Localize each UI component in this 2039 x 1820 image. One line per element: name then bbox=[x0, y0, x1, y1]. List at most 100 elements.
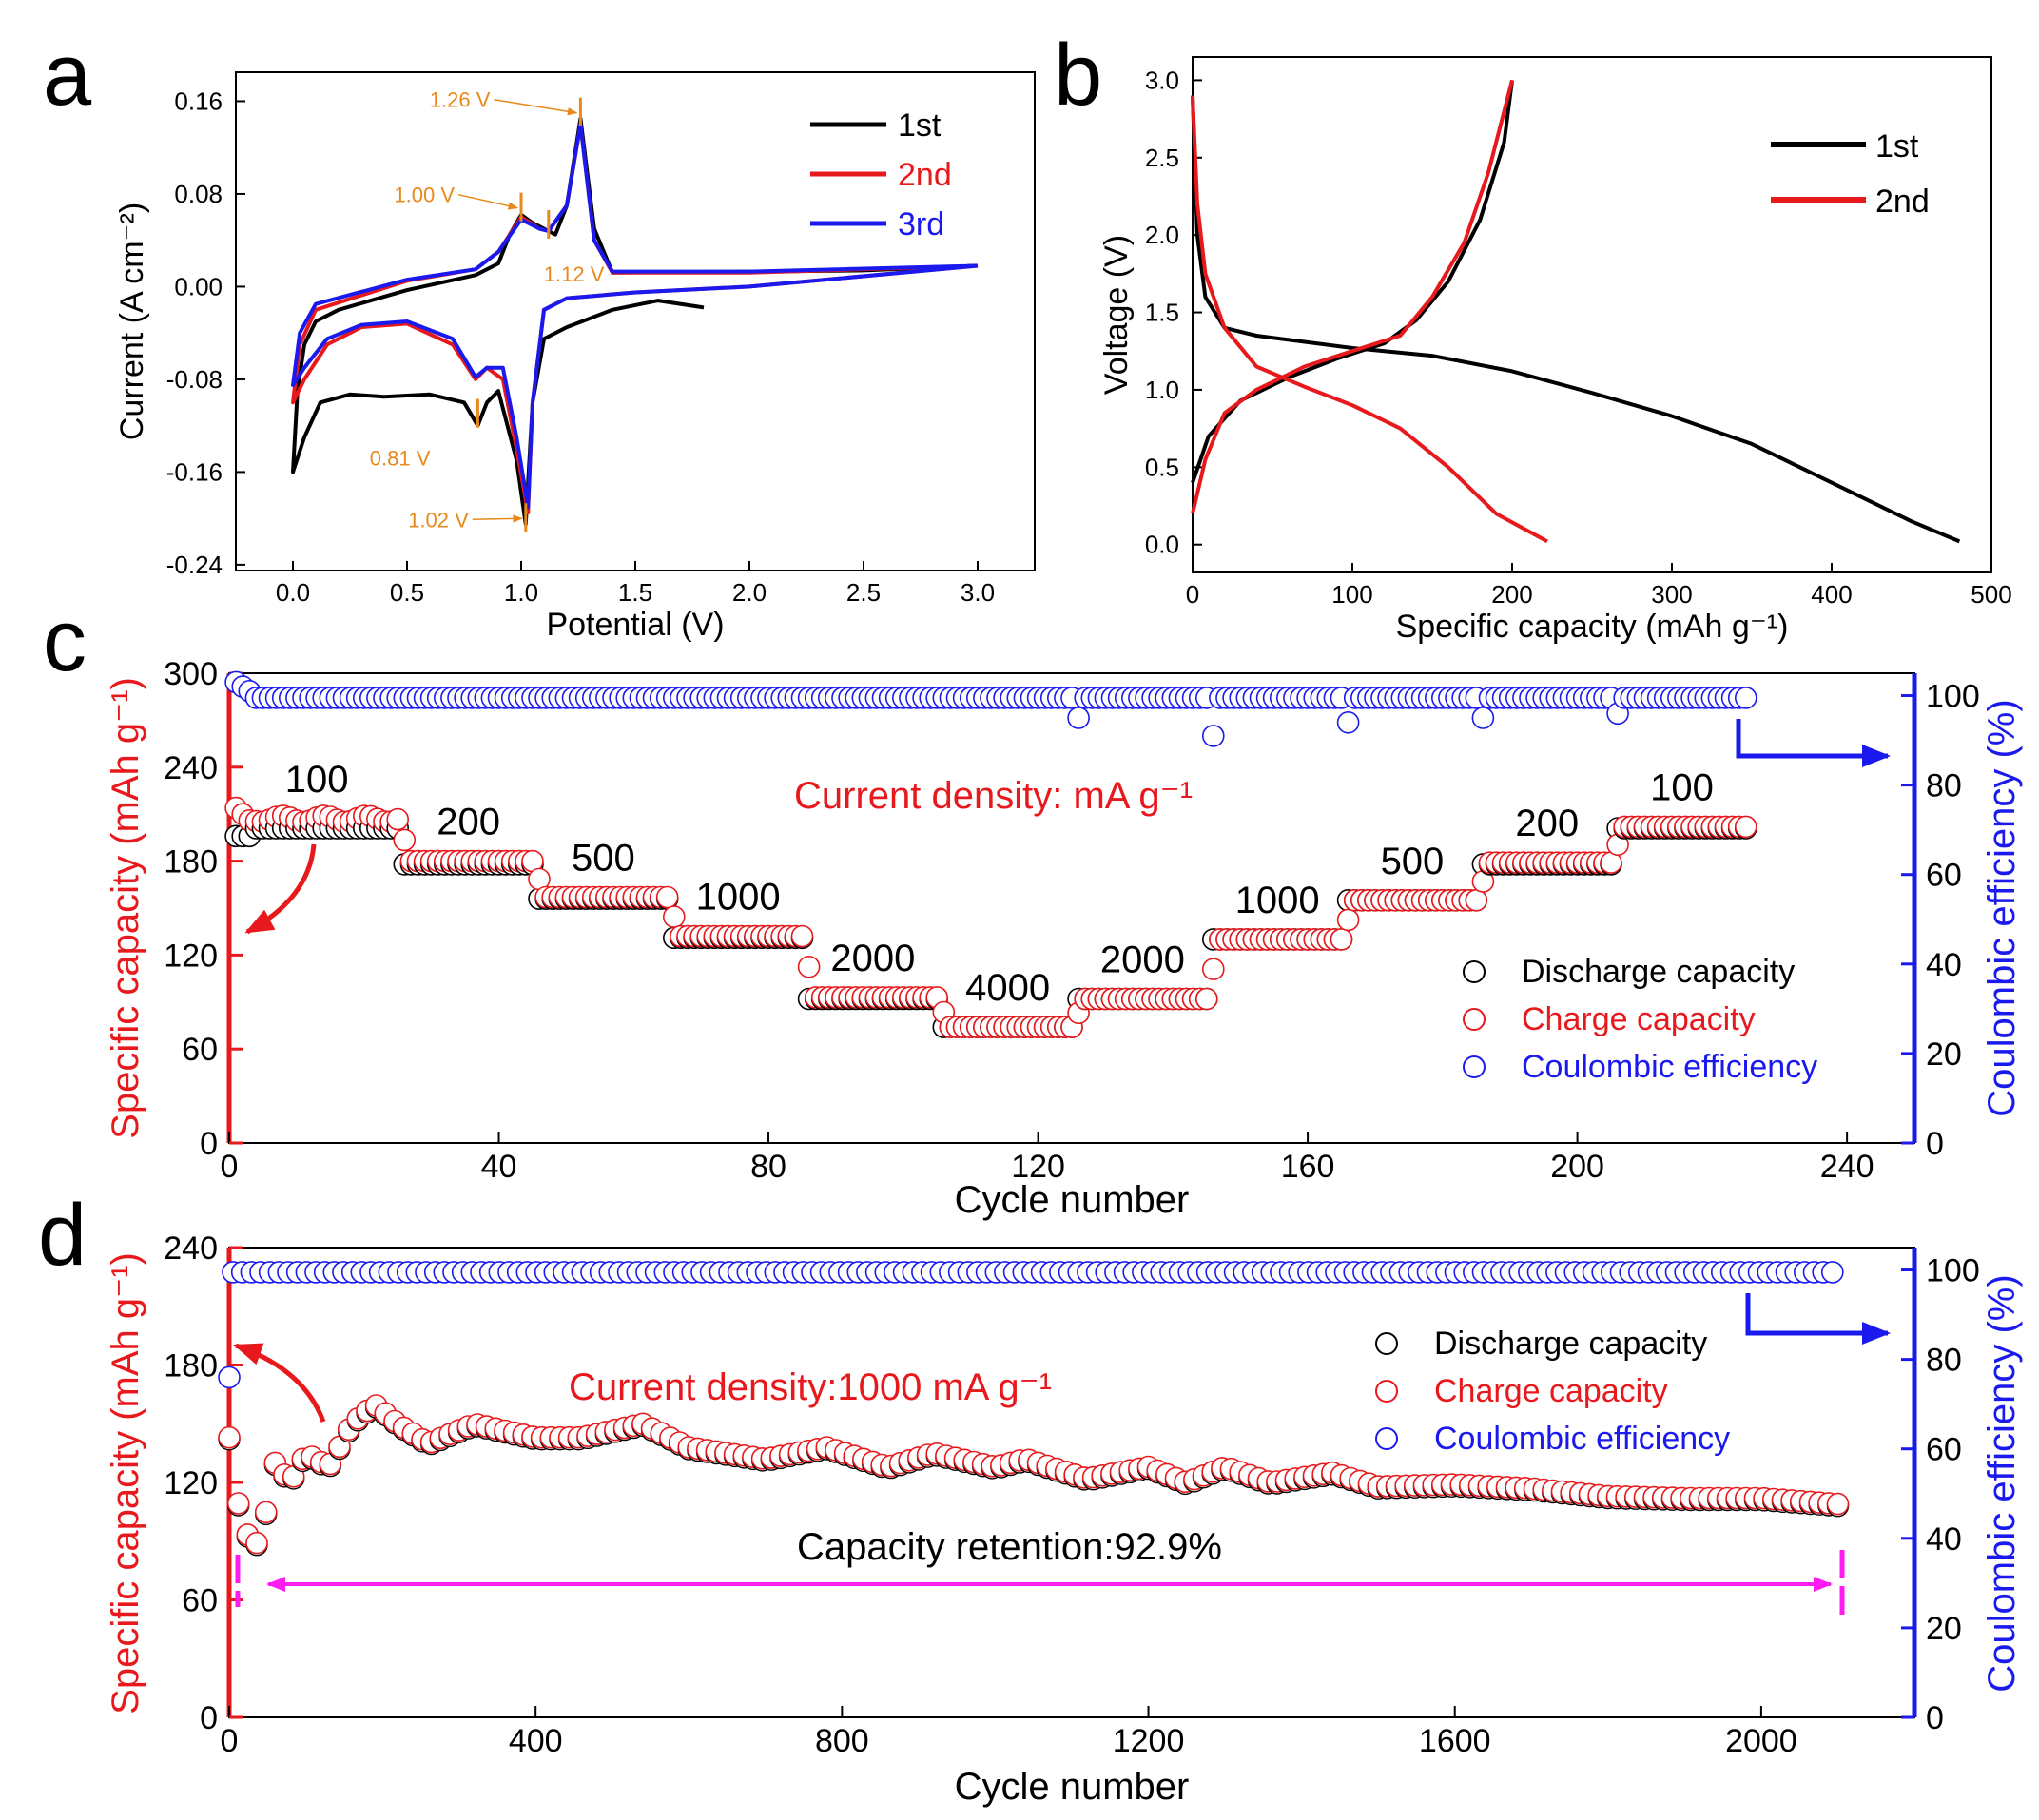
panel-c-title: Current density: mA g⁻¹ bbox=[794, 775, 1193, 817]
panel-a-peak-arrow bbox=[457, 193, 519, 210]
panel-b-x-tick-label: 300 bbox=[1651, 580, 1692, 609]
panel-d-x-tick-label: 1600 bbox=[1419, 1723, 1491, 1759]
panel-b-charge-discharge-chart: 0 100 200 300 400 500 0.0 0.5 1.0 1.5 2.0 2.5 3.0 1… bbox=[1098, 56, 2012, 645]
panel-d-arrow-left bbox=[233, 1343, 326, 1423]
panel-c-y-ticks: 0 60 120 180 240 300 bbox=[164, 656, 243, 1162]
panel-a-x-tick-label: 1.5 bbox=[618, 578, 652, 607]
panel-c-x-axis-label: Cycle number bbox=[955, 1179, 1190, 1221]
panel-b-plot-frame bbox=[1192, 56, 1992, 573]
panel-d-points bbox=[218, 1261, 1850, 1557]
panel-a-y-tick-label: -0.16 bbox=[166, 457, 223, 486]
panel-a-y-axis-label: Current (A cm⁻²) bbox=[114, 203, 150, 440]
panel-b-x-axis-label: Specific capacity (mAh g⁻¹) bbox=[1396, 609, 1789, 645]
panel-c-y2-tick-label: 0 bbox=[1926, 1126, 1944, 1162]
panel-c-legend-label: Discharge capacity bbox=[1522, 954, 1795, 990]
panel-d-legend-label: Charge capacity bbox=[1434, 1373, 1668, 1409]
panel-c-y-tick-label: 120 bbox=[164, 938, 218, 974]
panel-a-y-tick-label: -0.24 bbox=[166, 551, 223, 579]
panel-d-y2-tick-label: 0 bbox=[1926, 1700, 1944, 1736]
panel-d-y-tick-label: 120 bbox=[164, 1465, 218, 1501]
panel-b-y-tick-label: 0.0 bbox=[1145, 531, 1179, 559]
panel-b-discharge-line-1st bbox=[1191, 95, 1961, 544]
panel-letter-c: c bbox=[43, 592, 87, 689]
panel-c-rate-label: 1000 bbox=[696, 877, 781, 919]
panel-d-legend-marker bbox=[1375, 1380, 1398, 1403]
panel-d-y2-tick-label: 20 bbox=[1926, 1611, 1962, 1647]
panel-b-legend: 1st 2nd bbox=[1771, 128, 1930, 220]
panel-c-rate-labels: 100 200 500 1000 2000 4000 2000 1000 500 200 100 bbox=[285, 759, 1714, 1009]
panel-c-y2-ticks: 0 20 40 60 80 100 bbox=[1901, 679, 1980, 1162]
panel-c-y-tick-label: 0 bbox=[200, 1126, 218, 1162]
panel-d-y2-tick-label: 80 bbox=[1926, 1343, 1962, 1379]
panel-a-x-tick-label: 0.0 bbox=[276, 578, 310, 607]
panel-a-peak-label: 1.02 V bbox=[408, 508, 469, 532]
panel-a-y-tick-label: 0.00 bbox=[174, 272, 223, 300]
panel-a-cv-chart: 0.0 0.5 1.0 1.5 2.0 2.5 3.0 0.16 0.08 0.00 -0.08 -… bbox=[114, 71, 1036, 643]
panel-c-charge-point bbox=[393, 828, 417, 852]
panel-d-arrow-right bbox=[1745, 1293, 1891, 1345]
panel-d-x-ticks: 0 400 800 1200 1600 2000 bbox=[221, 1706, 1797, 1759]
panel-b-charge-line-2nd bbox=[1191, 79, 1514, 514]
panel-d-title: Current density:1000 mA g⁻¹ bbox=[569, 1366, 1052, 1408]
panel-a-plot-frame bbox=[235, 71, 1036, 571]
panel-b-discharge-line-2nd bbox=[1191, 95, 1548, 544]
panel-c-charge-point bbox=[1330, 928, 1353, 951]
panel-d-y-tick-label: 240 bbox=[164, 1230, 218, 1267]
panel-b-y-tick-label: 2.5 bbox=[1145, 144, 1179, 172]
panel-d-y2-tick-label: 100 bbox=[1926, 1253, 1980, 1289]
panel-c-charge-point bbox=[1195, 987, 1218, 1011]
panel-a-x-tick-label: 2.5 bbox=[846, 578, 881, 607]
panel-c-rate-label: 100 bbox=[1650, 766, 1714, 808]
panel-a-peak-label: 1.26 V bbox=[430, 88, 491, 112]
panel-d-y-ticks: 0 60 120 180 240 bbox=[164, 1230, 243, 1736]
panel-c-x-tick-label: 200 bbox=[1550, 1149, 1604, 1185]
panel-a-legend-label: 2nd bbox=[898, 157, 952, 193]
panel-c-rate-label: 500 bbox=[1381, 841, 1445, 882]
panel-d-legend-marker bbox=[1375, 1427, 1398, 1450]
panel-a-peak-label: 1.12 V bbox=[544, 262, 605, 286]
panel-b-legend-label: 1st bbox=[1875, 128, 1919, 165]
panel-c-rate-label: 1000 bbox=[1235, 880, 1320, 921]
panel-a-x-tick-label: 0.5 bbox=[390, 578, 424, 607]
panel-c-x-tick-label: 80 bbox=[750, 1149, 786, 1185]
panel-d-y2-ticks: 0 20 40 60 80 100 bbox=[1901, 1253, 1980, 1736]
panel-d-ce-point bbox=[218, 1365, 241, 1389]
panel-c-x-tick-label: 0 bbox=[221, 1149, 239, 1185]
panel-c-points bbox=[224, 670, 1757, 1038]
panel-a-peak-arrow bbox=[472, 514, 523, 523]
panel-d-y2-tick-label: 40 bbox=[1926, 1521, 1962, 1558]
panel-c-charge-point bbox=[1336, 908, 1360, 932]
panel-letter-b: b bbox=[1054, 27, 1102, 124]
panel-a-y-tick-label: 0.16 bbox=[174, 87, 223, 115]
panel-d-y2-tick-label: 60 bbox=[1926, 1432, 1962, 1468]
panel-c-ce-point bbox=[1067, 707, 1090, 729]
panel-c-legend: Discharge capacity Charge capacity Coulomb… bbox=[1463, 954, 1817, 1085]
panel-a-legend: 1st 2nd 3rd bbox=[810, 107, 952, 242]
panel-b-y-tick-label: 1.5 bbox=[1145, 299, 1179, 327]
panel-c-y-tick-label: 300 bbox=[164, 656, 218, 692]
panel-b-y-tick-label: 2.0 bbox=[1145, 221, 1179, 249]
panel-b-x-tick-label: 500 bbox=[1971, 580, 2011, 609]
panel-d-charge-point bbox=[1826, 1492, 1850, 1516]
panel-a-y-ticks: 0.16 0.08 0.00 -0.08 -0.16 -0.24 bbox=[166, 87, 245, 579]
panel-b-y-tick-label: 1.0 bbox=[1145, 376, 1179, 404]
panel-d-capacity-retention: Capacity retention:92.9% bbox=[797, 1526, 1222, 1568]
panel-c-y-axis-label: Specific capacity (mAh g⁻¹) bbox=[105, 677, 146, 1139]
panel-c-y2-tick-label: 20 bbox=[1926, 1036, 1962, 1073]
panel-a-legend-label: 3rd bbox=[898, 206, 944, 242]
panel-c-legend-label: Coulombic efficiency bbox=[1522, 1049, 1817, 1085]
panel-c-ce-point bbox=[1336, 710, 1360, 734]
panel-c-charge-point bbox=[1465, 888, 1488, 912]
panel-c-x-tick-label: 240 bbox=[1820, 1149, 1874, 1185]
panel-a-peak-label: 0.81 V bbox=[370, 447, 431, 471]
panel-a-y-tick-label: 0.08 bbox=[174, 180, 223, 208]
panel-c-rate-chart: 0 40 80 120 160 200 240 0 60 120 180 240 300 0 20 40 6… bbox=[105, 656, 2023, 1221]
panel-d-legend-label: Discharge capacity bbox=[1434, 1326, 1707, 1362]
panel-c-arrow-right bbox=[1736, 719, 1891, 767]
panel-c-y2-tick-label: 60 bbox=[1926, 858, 1962, 894]
panel-d-y2-axis-label: Coulombic efficiency (%) bbox=[1981, 1274, 2023, 1692]
panel-d-legend-label: Coulombic efficiency bbox=[1434, 1421, 1730, 1457]
panel-a-x-axis-label: Potential (V) bbox=[546, 607, 724, 643]
panel-c-rate-label: 2000 bbox=[1100, 939, 1185, 981]
